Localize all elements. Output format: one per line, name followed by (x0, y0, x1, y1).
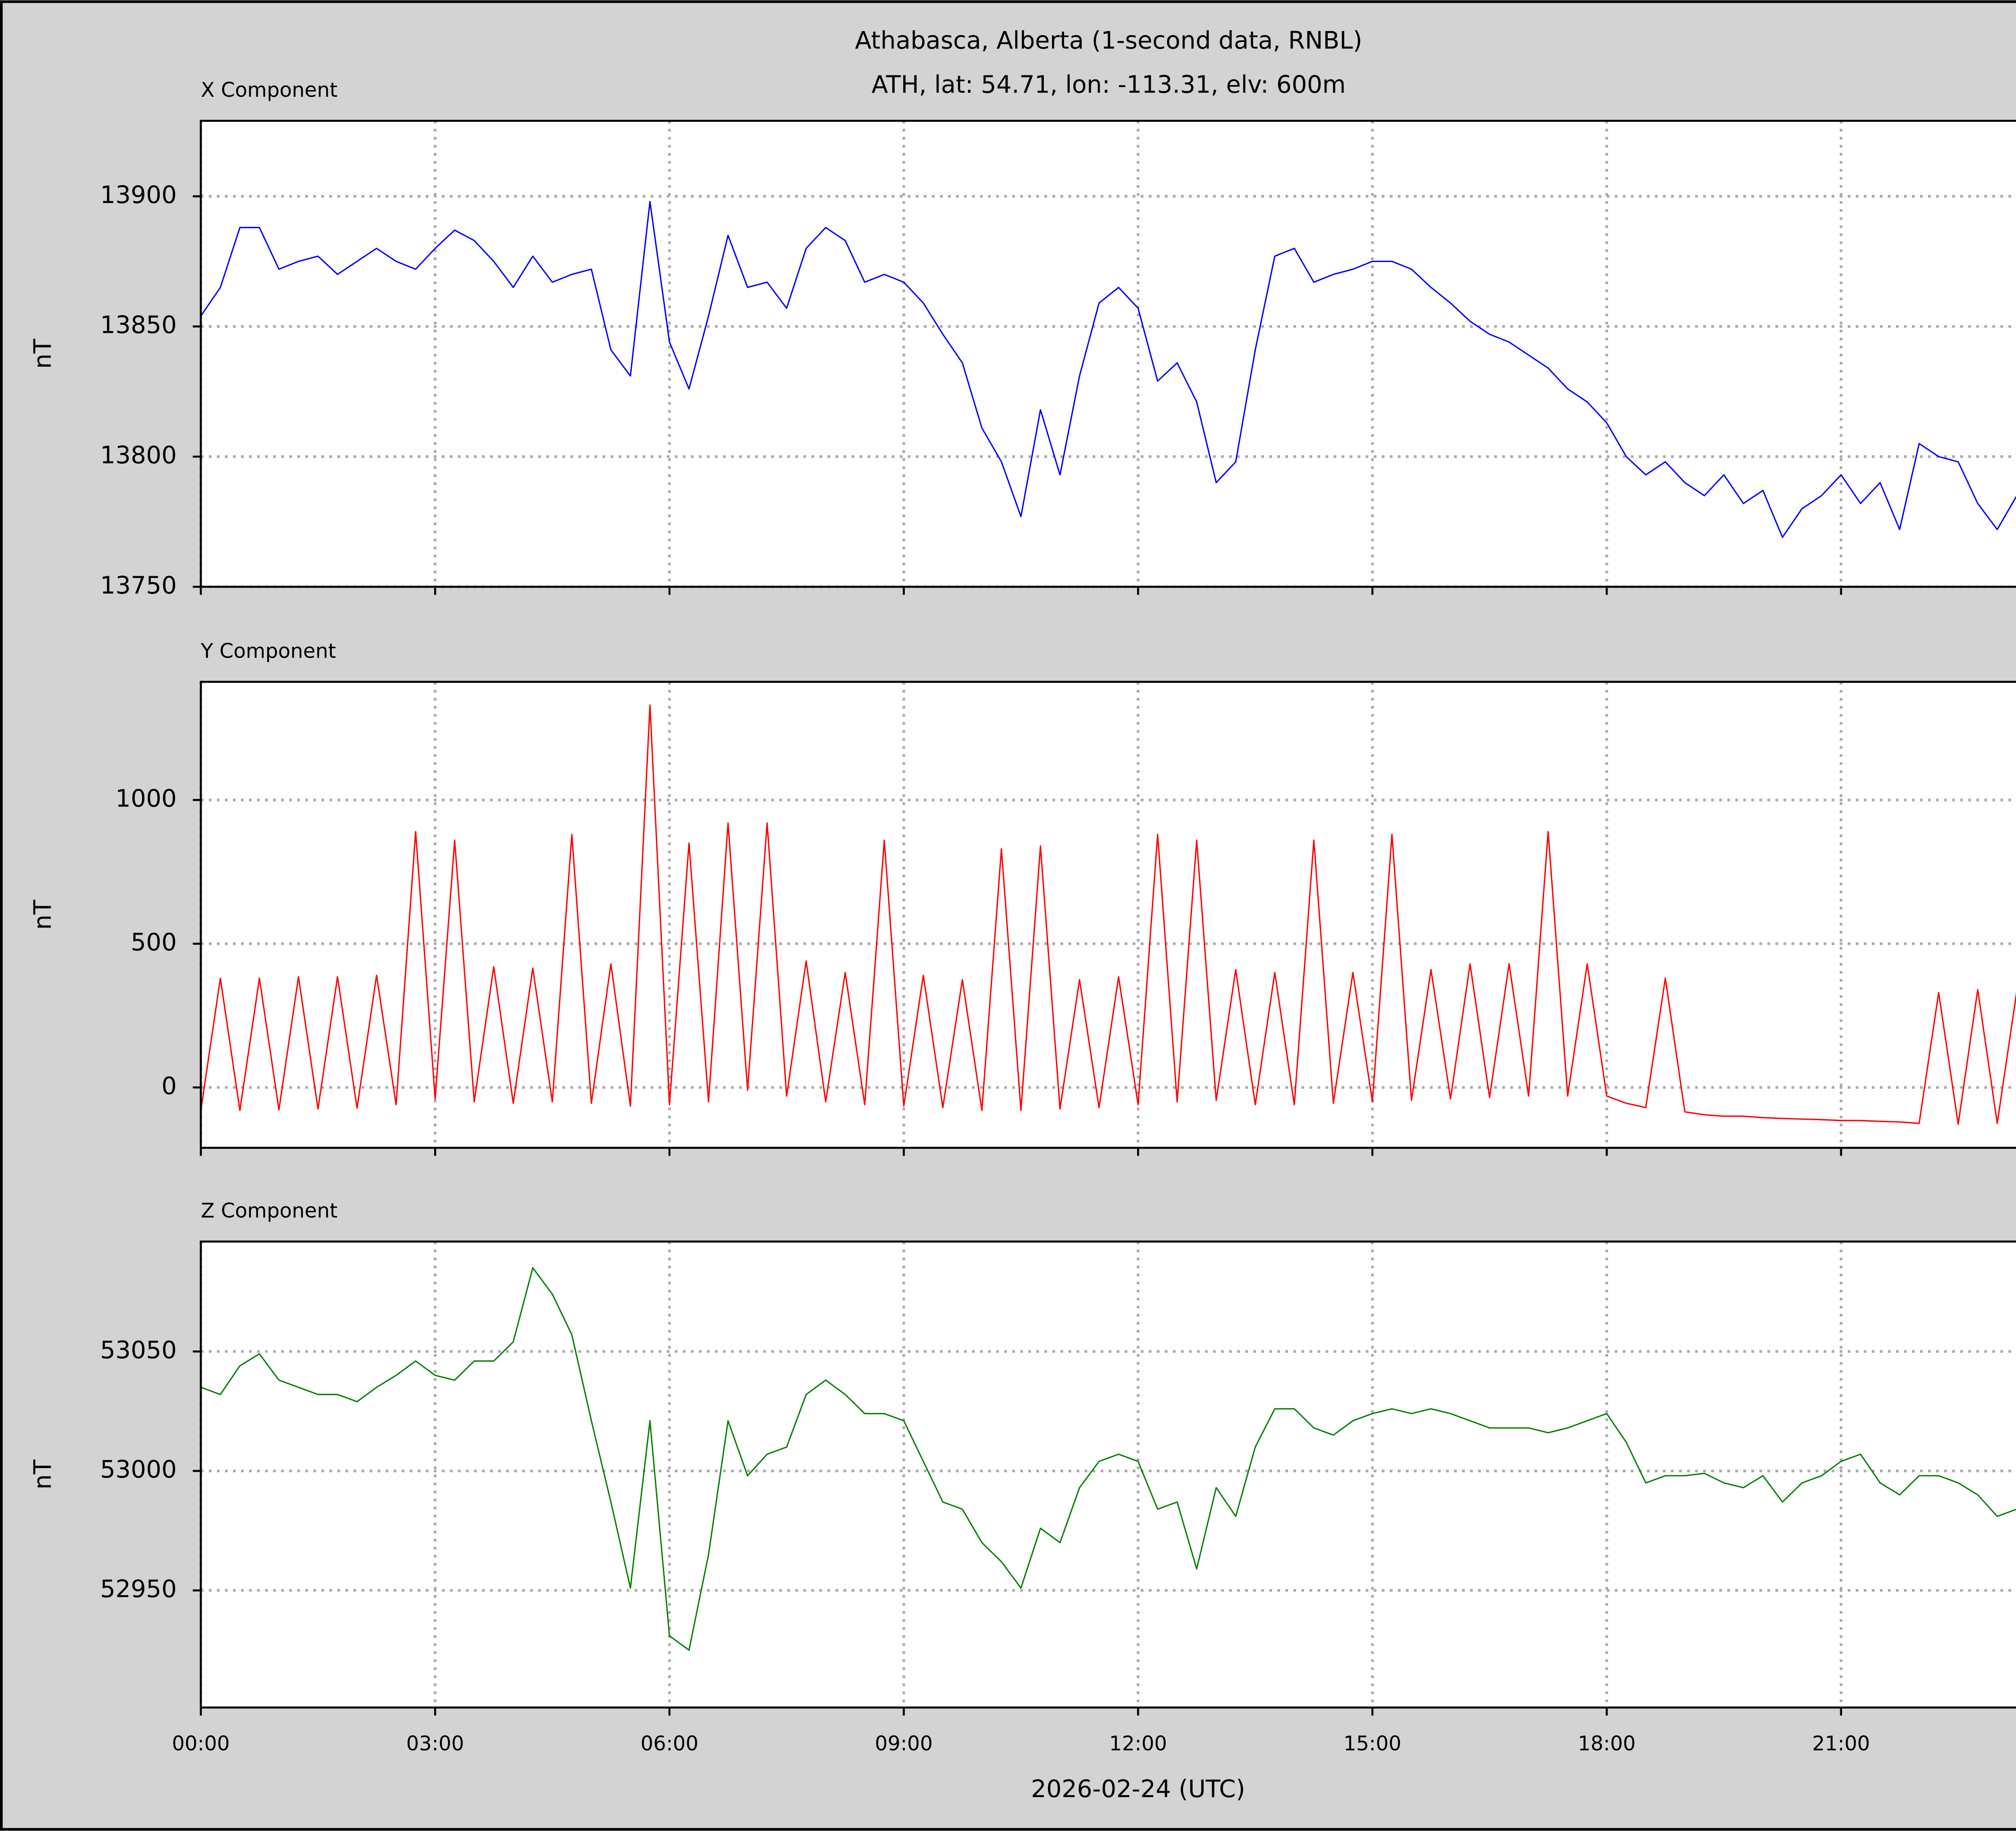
y-tick-label: 53050 (100, 1336, 177, 1364)
plot-area (201, 121, 2016, 587)
x-tick-label: 09:00 (875, 1732, 933, 1755)
plot-frame (200, 120, 2016, 588)
data-line (200, 704, 2016, 1125)
y-axis-label: nT (29, 900, 57, 930)
panel-title: X Component (201, 78, 337, 102)
y-tick-label: 500 (131, 929, 177, 956)
y-tick-label: 13900 (100, 181, 177, 209)
y-tick-label: 52950 (100, 1575, 177, 1603)
panel-title: Y Component (200, 639, 336, 662)
x-axis-label: 2026-02-24 (UTC) (1031, 1775, 1245, 1803)
x-tick-label: 18:00 (1578, 1732, 1636, 1755)
y-axis-label: nT (29, 339, 57, 369)
x-tick-label: 15:00 (1343, 1732, 1402, 1755)
x-tick-label: 21:00 (1812, 1732, 1870, 1755)
data-line (200, 1267, 2016, 1651)
x-tick-label: 03:00 (406, 1732, 464, 1755)
y-axis-label: nT (29, 1459, 57, 1489)
y-tick-label: 1000 (115, 785, 177, 813)
plot-frame (200, 681, 2016, 1149)
x-tick-label: 00:00 (172, 1732, 230, 1755)
plot-area (201, 1241, 2016, 1708)
figure-title: Athabasca, Alberta (1-second data, RNBL) (855, 27, 1362, 54)
data-line (200, 201, 2016, 538)
y-tick-label: 53000 (100, 1456, 177, 1484)
x-tick-label: 12:00 (1109, 1732, 1167, 1755)
x-tick-label: 06:00 (641, 1732, 699, 1755)
y-tick-label: 0 (161, 1073, 177, 1100)
figure-subtitle: ATH, lat: 54.71, lon: -113.31, elv: 600m (871, 71, 1345, 99)
y-tick-label: 13750 (100, 572, 177, 600)
y-tick-label: 13850 (100, 311, 177, 339)
plot-area (201, 682, 2016, 1148)
y-tick-label: 13800 (100, 442, 177, 469)
plot-frame (200, 1240, 2016, 1709)
panel-title: Z Component (201, 1199, 337, 1223)
